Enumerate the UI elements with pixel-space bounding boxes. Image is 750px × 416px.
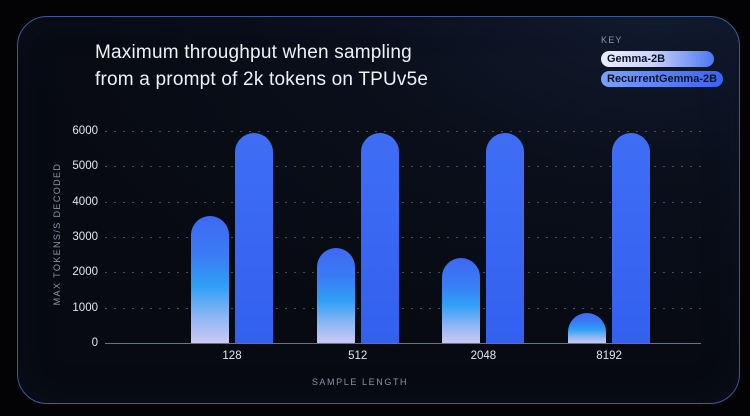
legend-heading: KEY [601, 35, 623, 45]
x-tick-8192: 8192 [596, 350, 622, 362]
bar-recurrentgemma-2b-128 [235, 132, 273, 343]
y-tick-4000: 4000 [72, 195, 98, 208]
y-tick-1000: 1000 [72, 301, 98, 314]
y-tick-6000: 6000 [72, 125, 98, 137]
x-tick-512: 512 [348, 350, 368, 362]
x-tick-128: 128 [222, 350, 242, 362]
gridline-2000 [105, 272, 701, 274]
gridline-6000 [105, 131, 701, 132]
legend-item-recurrentgemma-2b: RecurrentGemma-2B [601, 71, 723, 87]
bar-recurrentgemma-2b-512 [360, 132, 399, 343]
y-tick-2000: 2000 [72, 266, 98, 279]
gridline-3000 [105, 237, 701, 238]
bar-gemma-2b-8192 [568, 312, 607, 343]
gridline-4000 [105, 201, 701, 203]
bar-chart: MAX TOKENS/S DECODED SAMPLE LENGTH 0 1000… [18, 17, 741, 405]
chart-title-line-2: from a prompt of 2k tokens on TPUv5e [95, 69, 429, 90]
chart-title-line-1: Maximum throughput when sampling [95, 42, 412, 63]
x-tick-2048: 2048 [470, 350, 497, 362]
bar-gemma-2b-512 [316, 247, 355, 343]
gridline-1000 [105, 307, 701, 309]
gridline-5000 [105, 166, 701, 168]
chart-title: Maximum throughput when sampling from a … [95, 39, 428, 93]
y-tick-3000: 3000 [72, 231, 98, 243]
bar-gemma-2b-2048 [442, 258, 481, 343]
legend: KEY Gemma-2B RecurrentGemma-2B [601, 35, 731, 91]
bar-recurrentgemma-2b-8192 [612, 132, 651, 343]
bar-gemma-2b-128 [191, 215, 229, 343]
legend-item-gemma-2b: Gemma-2B [601, 51, 714, 67]
y-tick-5000: 5000 [72, 160, 98, 173]
y-tick-0: 0 [91, 337, 98, 349]
bar-recurrentgemma-2b-2048 [486, 132, 525, 343]
x-axis-line [105, 343, 701, 344]
x-axis-label: SAMPLE LENGTH [311, 377, 409, 387]
chart-card: Maximum throughput when sampling from a … [17, 16, 740, 404]
